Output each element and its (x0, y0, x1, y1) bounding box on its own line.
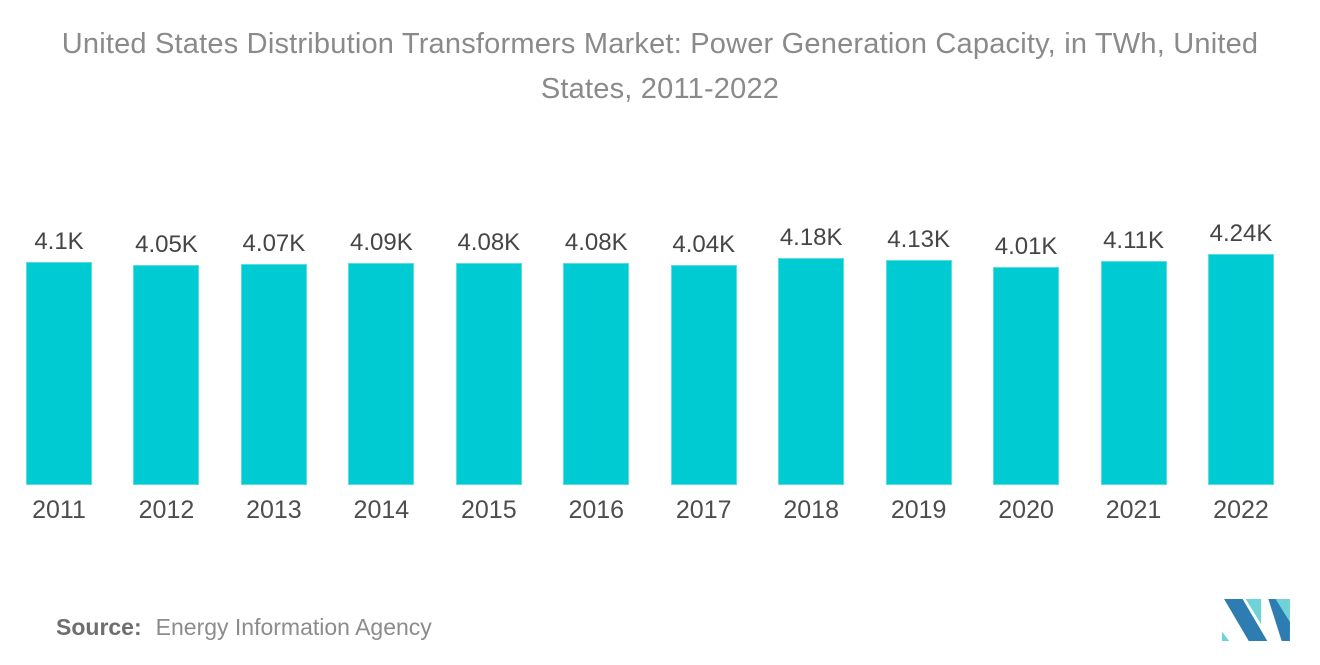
source-row: Source: Energy Information Agency (56, 612, 432, 642)
x-axis-label-2012: 2012 (138, 496, 195, 524)
bar-value-label-2016: 4.08K (564, 229, 628, 256)
bar-value-label-2020: 4.01K (994, 233, 1058, 260)
x-axis-label-2011: 2011 (32, 496, 86, 524)
x-axis-label-2021: 2021 (1105, 496, 1162, 524)
bar-value-label-2014: 4.09K (350, 229, 413, 256)
bar-value-label-2019: 4.13K (887, 226, 950, 253)
x-axis-label-2022: 2022 (1213, 496, 1269, 524)
source-text: Energy Information Agency (155, 614, 432, 640)
bar-2015 (455, 263, 522, 485)
bar-column-2020: 4.01K 2020 (993, 232, 1060, 535)
bar-2019 (885, 260, 952, 485)
bar-value-label-2018: 4.18K (779, 224, 843, 251)
x-axis-label-2017: 2017 (675, 496, 732, 524)
bar-2022 (1207, 254, 1274, 485)
logo-blue-left-band (1224, 599, 1268, 641)
bar-column-2012: 4.05K 2012 (133, 230, 200, 535)
bar-2021 (1100, 261, 1167, 485)
x-axis-label-2013: 2013 (246, 496, 302, 524)
x-axis-label-2016: 2016 (568, 496, 625, 524)
bar-column-2022: 4.24K 2022 (1207, 219, 1274, 535)
bar-value-label-2013: 4.07K (242, 230, 306, 257)
bar-value-label-2021: 4.11K (1103, 227, 1164, 254)
bar-column-2011: 4.1K 2011 (26, 227, 92, 535)
bar-2017 (670, 265, 737, 485)
bar-2012 (133, 265, 200, 485)
bar-value-label-2017: 4.04K (672, 231, 736, 258)
bar-2011 (26, 262, 92, 485)
bar-column-2014: 4.09K 2014 (348, 228, 415, 535)
x-axis-label-2014: 2014 (353, 496, 410, 524)
bar-value-label-2011: 4.1K (34, 228, 84, 255)
bar-column-2018: 4.18K 2018 (778, 223, 845, 535)
bar-chart: 4.1K 2011 4.05K 2012 4.07K 2013 4.09K 2014 4.08K… (0, 220, 1320, 535)
logo-teal-right-triangle (1268, 599, 1290, 632)
bar-value-label-2022: 4.24K (1209, 220, 1273, 247)
bar-column-2017: 4.04K 2017 (670, 230, 737, 535)
bar-column-2015: 4.08K 2015 (455, 228, 522, 535)
bar-value-label-2015: 4.08K (457, 229, 521, 256)
logo-blue-right-band (1268, 599, 1290, 641)
bar-column-2021: 4.11K 2021 (1100, 226, 1167, 535)
logo-teal-corner-triangle (1222, 631, 1230, 641)
bar-value-label-2012: 4.05K (135, 231, 198, 258)
bar-chart-plot-area: 4.1K 2011 4.05K 2012 4.07K 2013 4.09K 2014 4.08K… (0, 220, 1320, 535)
bar-2014 (348, 263, 415, 485)
mordor-intelligence-logo (1222, 599, 1290, 641)
bar-2013 (240, 264, 307, 485)
x-axis-label-2019: 2019 (890, 496, 947, 524)
bar-column-2016: 4.08K 2016 (563, 228, 630, 535)
bar-2018 (778, 258, 845, 485)
x-axis-label-2018: 2018 (783, 496, 839, 524)
source-label: Source: (56, 614, 142, 640)
x-axis-label-2020: 2020 (998, 496, 1054, 524)
bar-2016 (563, 263, 630, 485)
bar-2020 (993, 267, 1060, 485)
x-axis-label-2015: 2015 (461, 496, 517, 524)
bar-column-2019: 4.13K 2019 (885, 225, 952, 535)
bar-column-2013: 4.07K 2013 (240, 229, 307, 535)
chart-title: United States Distribution Transformers … (61, 28, 1259, 105)
